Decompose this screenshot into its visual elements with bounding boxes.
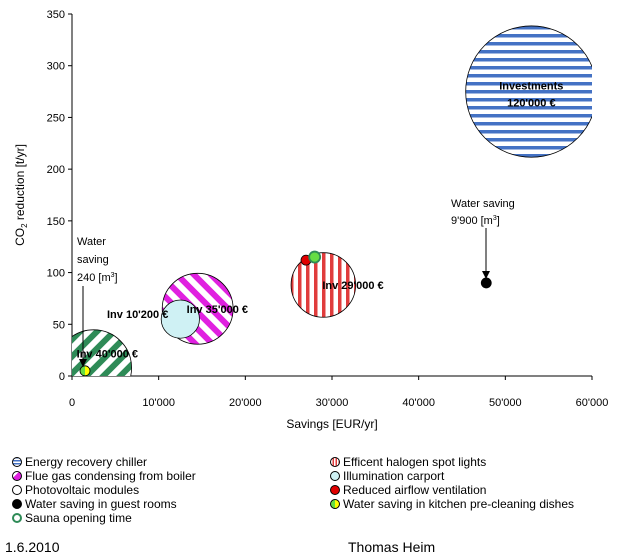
y-tick-label-350: 350: [47, 9, 65, 21]
legend-swatch-icon: [12, 471, 22, 481]
legend-label: Flue gas condensing from boiler: [25, 469, 196, 483]
x-tick-label-40000: 40'000: [402, 397, 435, 409]
y-tick-label-200: 200: [47, 164, 65, 176]
bubble-energy-recovery-chiller: [465, 25, 592, 158]
annotation-guest-sup: 3: [493, 215, 497, 222]
annotation-kitchen-line-3: 240 [m3]: [77, 272, 118, 284]
legend-swatch-icon: [12, 457, 22, 467]
bubble-label-efficent-halogen-spot-lights: Inv 29'000 €: [322, 280, 383, 292]
y-tick-label-300: 300: [47, 61, 65, 73]
x-tick-label-10000: 10'000: [142, 397, 175, 409]
annotation-guest-value: 9'900 [m: [451, 215, 493, 227]
y-tick-label-250: 250: [47, 112, 65, 124]
legend-label: Water saving in kitchen pre-cleaning dis…: [343, 497, 575, 511]
bubble-label-energy-recovery-chiller-1: 120'000 €: [507, 98, 556, 110]
legend-swatch-icon: [330, 499, 340, 509]
legend-swatch-icon: [12, 513, 22, 523]
legend-item-photovoltaic-modules: Photovoltaic modules: [12, 483, 139, 497]
x-axis-title: Savings [EUR/yr]: [286, 417, 377, 431]
annotation-guest-line-2: 9'900 [m3]: [451, 215, 500, 227]
y-tick-label-50: 50: [53, 319, 65, 331]
chart-legend: Energy recovery chiller Flue gas condensi…: [12, 455, 643, 535]
y-axis-title-main: CO: [13, 228, 27, 246]
bubble-label-photovoltaic-modules: Inv 40'000 €: [77, 349, 138, 361]
legend-swatch-icon: [330, 457, 340, 467]
legend-item-efficent-halogen-spot-lights: Efficent halogen spot lights: [330, 455, 486, 469]
point-water-saving-in-guest-rooms: [480, 277, 492, 289]
bubble-label-energy-recovery-chiller-0: Investments: [499, 81, 563, 93]
footer-date: 1.6.2010: [5, 539, 60, 555]
x-tick-label-0: 0: [69, 397, 75, 409]
annotation-water-saving-guest: Water saving 9'900 [m3]: [451, 198, 515, 279]
annotation-kitchen-arrowhead: [79, 359, 87, 367]
bubble-efficent-halogen-spot-lights: [290, 252, 357, 318]
y-tick-label-150: 150: [47, 216, 65, 228]
y-axis-title: CO2 reduction [t/yr]: [13, 144, 29, 246]
annotation-kitchen-line-1: Water: [77, 236, 106, 248]
legend-label: Energy recovery chiller: [25, 455, 148, 469]
legend-item-water-saving-in-kitchen-pre-cleaning-dishes: Water saving in kitchen pre-cleaning dis…: [330, 497, 574, 511]
annotation-kitchen-line-2: saving: [77, 254, 109, 266]
legend-item-illumination-carport: Illumination carport: [330, 469, 444, 483]
legend-item-reduced-airflow-ventilation: Reduced airflow ventilation: [330, 483, 486, 497]
y-tick-label-100: 100: [47, 268, 65, 280]
legend-label: Illumination carport: [343, 469, 445, 483]
legend-swatch-icon: [12, 499, 22, 509]
x-tick-label-50000: 50'000: [489, 397, 522, 409]
point-sauna-opening-time: [308, 250, 322, 264]
point-kitchen-outline: [79, 365, 91, 376]
y-tick-label-0: 0: [59, 371, 65, 383]
legend-item-sauna-opening-time: Sauna opening time: [12, 511, 132, 525]
x-tick-label-60000: 60'000: [576, 397, 609, 409]
legend-item-water-saving-in-guest-rooms: Water saving in guest rooms: [12, 497, 177, 511]
legend-label: Sauna opening time: [25, 511, 132, 525]
annotation-kitchen-sup: 3: [111, 272, 115, 279]
legend-label: Water saving in guest rooms: [25, 497, 177, 511]
legend-item-energy-recovery-chiller: Energy recovery chiller: [12, 455, 147, 469]
bubble-illumination-carport: [160, 299, 200, 339]
annotation-guest-close: ]: [497, 215, 500, 227]
y-axis-title-sub: 2: [20, 223, 29, 228]
annotation-guest-arrowhead: [482, 271, 490, 279]
point-kitchen-left-half: [80, 365, 85, 376]
bubble-label-illumination-carport: Inv 10'200 €: [107, 309, 168, 321]
legend-label: Efficent halogen spot lights: [343, 455, 487, 469]
footer-author: Thomas Heim: [348, 539, 436, 555]
legend-item-flue-gas-condensing-from-boiler: Flue gas condensing from boiler: [12, 469, 196, 483]
annotation-kitchen-close: ]: [115, 272, 118, 284]
annotation-kitchen-value: 240 [m: [77, 272, 111, 284]
point-water-saving-in-kitchen-pre-cleaning-dishes: [79, 365, 91, 376]
legend-label: Reduced airflow ventilation: [343, 483, 487, 497]
bubble-photovoltaic-modules: [72, 329, 132, 376]
legend-label: Photovoltaic modules: [25, 483, 140, 497]
y-axis-title-rest: reduction [t/yr]: [13, 144, 27, 223]
x-tick-label-20000: 20'000: [229, 397, 262, 409]
annotation-guest-line-1: Water saving: [451, 198, 515, 210]
point-kitchen-right-half: [85, 365, 90, 376]
bubble-label-flue-gas-condensing-from-boiler: Inv 35'000 €: [187, 304, 248, 316]
legend-swatch-icon: [12, 485, 22, 495]
x-tick-label-30000: 30'000: [316, 397, 349, 409]
legend-swatch-icon: [330, 471, 340, 481]
legend-swatch-icon: [330, 485, 340, 495]
annotation-water-saving-kitchen: Water saving 240 [m3]: [77, 236, 118, 367]
